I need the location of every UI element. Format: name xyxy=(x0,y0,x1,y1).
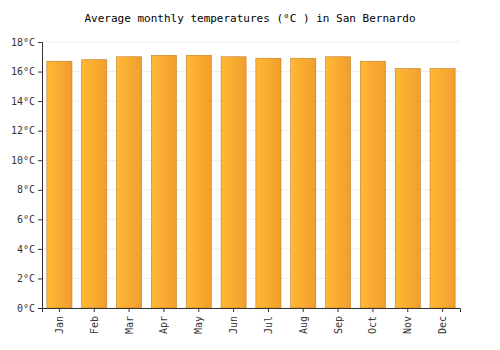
tick-label: Dec xyxy=(437,316,448,334)
tick-mark xyxy=(233,308,234,312)
tick: Jan xyxy=(54,308,65,334)
tick: Nov xyxy=(402,308,413,334)
bar xyxy=(395,69,420,308)
tick-label: 8°C xyxy=(17,184,35,195)
tick: Jun xyxy=(228,308,239,334)
bar xyxy=(291,58,316,308)
tick: 18°C xyxy=(11,37,42,48)
tick-mark xyxy=(129,308,130,312)
tick-label: 6°C xyxy=(17,214,35,225)
tick-label: May xyxy=(193,316,204,334)
grid xyxy=(42,42,460,308)
bar xyxy=(326,57,351,308)
tick-label: Sep xyxy=(333,316,344,334)
tick-label: 14°C xyxy=(11,96,35,107)
tick-mark xyxy=(303,308,304,312)
tick-mark xyxy=(338,308,339,312)
tick-mark xyxy=(38,190,42,191)
tick-label: Nov xyxy=(402,316,413,334)
tick-label: Feb xyxy=(89,316,100,334)
bar xyxy=(430,69,455,308)
bar xyxy=(117,57,142,308)
tick-mark xyxy=(38,160,42,161)
tick-mark xyxy=(38,278,42,279)
tick-mark xyxy=(38,131,42,132)
bar xyxy=(186,55,211,308)
tick: Dec xyxy=(437,308,448,334)
grid-line xyxy=(42,42,460,43)
tick-label: 12°C xyxy=(11,125,35,136)
tick: Sep xyxy=(333,308,344,334)
tick: 8°C xyxy=(17,184,42,195)
tick: Oct xyxy=(367,308,378,334)
bars xyxy=(47,55,455,308)
tick-label: Apr xyxy=(158,316,169,334)
bar xyxy=(47,61,72,308)
tick-mark xyxy=(38,308,42,309)
tick-label: 0°C xyxy=(17,303,35,314)
tick-mark xyxy=(163,308,164,312)
tick-mark xyxy=(407,308,408,312)
tick: 14°C xyxy=(11,96,42,107)
title: Average monthly temperatures (°C ) in Sa… xyxy=(84,12,415,25)
tick-label: Jan xyxy=(54,316,65,334)
tick-mark xyxy=(38,249,42,250)
plot: 0°C 2°C 4°C 6°C 8°C 10°C 12°C 14°C 16°C 18°C Jan Fe… xyxy=(11,37,461,334)
tick-label: 16°C xyxy=(11,66,35,77)
tick-mark xyxy=(198,308,199,312)
tick: 16°C xyxy=(11,66,42,77)
tick-mark xyxy=(59,308,60,312)
tick-mark xyxy=(442,308,443,312)
tick: Aug xyxy=(298,308,309,334)
x-axis: Jan Feb Mar Apr May Jun Jul Aug Sep Oct Nov Dec xyxy=(43,308,461,334)
tick-mark xyxy=(38,101,42,102)
tick-mark xyxy=(94,308,95,312)
tick-label: 18°C xyxy=(11,37,35,48)
tick: 4°C xyxy=(17,244,42,255)
tick: Mar xyxy=(124,308,135,334)
tick-label: 10°C xyxy=(11,155,35,166)
tick-label: Aug xyxy=(298,316,309,334)
tick: 12°C xyxy=(11,125,42,136)
tick-mark xyxy=(38,42,42,43)
y-axis: 0°C 2°C 4°C 6°C 8°C 10°C 12°C 14°C 16°C 18°C xyxy=(11,37,43,314)
bar xyxy=(360,61,385,308)
tick: Feb xyxy=(89,308,100,334)
tick-mark xyxy=(38,72,42,73)
tick: May xyxy=(193,308,204,334)
chart: 0°C 2°C 4°C 6°C 8°C 10°C 12°C 14°C 16°C 18°C Jan Fe… xyxy=(0,0,500,350)
tick-label: Oct xyxy=(367,316,378,334)
tick: 10°C xyxy=(11,155,42,166)
tick-mark xyxy=(268,308,269,312)
tick: 0°C xyxy=(17,303,42,314)
tick-label: Jun xyxy=(228,316,239,334)
bar xyxy=(82,60,107,308)
tick-mark xyxy=(38,219,42,220)
tick: Apr xyxy=(158,308,169,334)
tick-label: Jul xyxy=(263,316,274,334)
axis-line xyxy=(43,309,461,313)
tick-label: 4°C xyxy=(17,244,35,255)
axis-line xyxy=(38,43,43,309)
bar xyxy=(256,58,281,308)
tick-mark xyxy=(372,308,373,312)
bar xyxy=(151,55,176,308)
bar xyxy=(221,57,246,308)
tick: 6°C xyxy=(17,214,42,225)
tick-label: Mar xyxy=(124,316,135,334)
tick: 2°C xyxy=(17,273,42,284)
tick: Jul xyxy=(263,308,274,334)
tick-label: 2°C xyxy=(17,273,35,284)
